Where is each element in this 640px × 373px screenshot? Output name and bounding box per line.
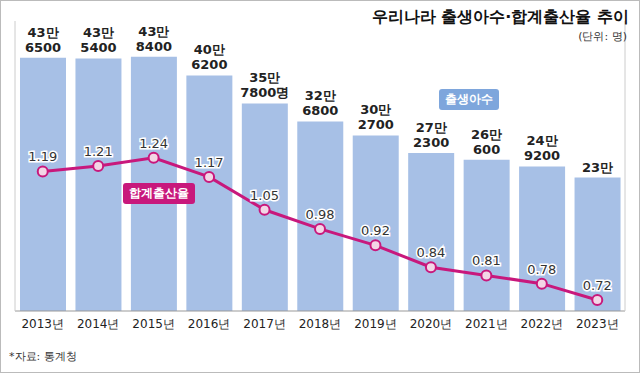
html-text:(단위: 명): (단위: 명)	[578, 30, 627, 43]
svg-text:1.24: 1.24	[139, 136, 168, 151]
svg-text:2015년: 2015년	[132, 317, 175, 331]
svg-text:24만9200: 24만9200	[524, 133, 560, 163]
svg-text:2017년: 2017년	[243, 317, 286, 331]
svg-text:1.05: 1.05	[250, 188, 279, 203]
svg-text:32만6800: 32만6800	[302, 88, 338, 118]
svg-text:23만: 23만	[582, 160, 613, 175]
svg-text:35만7800명: 35만7800명	[240, 70, 289, 100]
html-text:합계출산율: 합계출산율	[129, 186, 189, 200]
svg-text:0.81: 0.81	[472, 253, 501, 268]
svg-text:2018년: 2018년	[299, 317, 342, 331]
html-text:우리나라 출생아수·합계출산율 추이: 우리나라 출생아수·합계출산율 추이	[371, 7, 629, 26]
html-text:출생아수: 출생아수	[445, 92, 493, 106]
svg-text:2013년: 2013년	[21, 317, 64, 331]
svg-text:0.72: 0.72	[583, 278, 612, 293]
svg-text:0.98: 0.98	[306, 207, 335, 222]
svg-text:2019년: 2019년	[354, 317, 397, 331]
svg-text:27만2300: 27만2300	[413, 120, 449, 150]
svg-text:1.19: 1.19	[28, 149, 57, 164]
svg-text:0.92: 0.92	[361, 223, 390, 238]
svg-text:2016년: 2016년	[188, 317, 231, 331]
svg-text:1.21: 1.21	[84, 144, 113, 159]
html-text:*자료: 통계청: *자료: 통계청	[9, 350, 77, 363]
svg-text:26만600: 26만600	[471, 127, 502, 157]
svg-text:2021년: 2021년	[465, 317, 508, 331]
svg-text:43만6500: 43만6500	[25, 25, 61, 55]
svg-text:43만5400: 43만5400	[80, 25, 116, 55]
svg-text:40만6200: 40만6200	[191, 42, 227, 72]
svg-text:0.78: 0.78	[527, 262, 556, 277]
svg-text:2022년: 2022년	[521, 317, 564, 331]
svg-text:0.84: 0.84	[416, 245, 445, 260]
svg-text:2020년: 2020년	[410, 317, 453, 331]
svg-text:43만8400: 43만8400	[136, 24, 172, 54]
svg-text:2023년: 2023년	[576, 317, 619, 331]
svg-text:1.17: 1.17	[195, 155, 224, 170]
svg-text:30만2700: 30만2700	[358, 102, 394, 132]
svg-text:2014년: 2014년	[77, 317, 120, 331]
